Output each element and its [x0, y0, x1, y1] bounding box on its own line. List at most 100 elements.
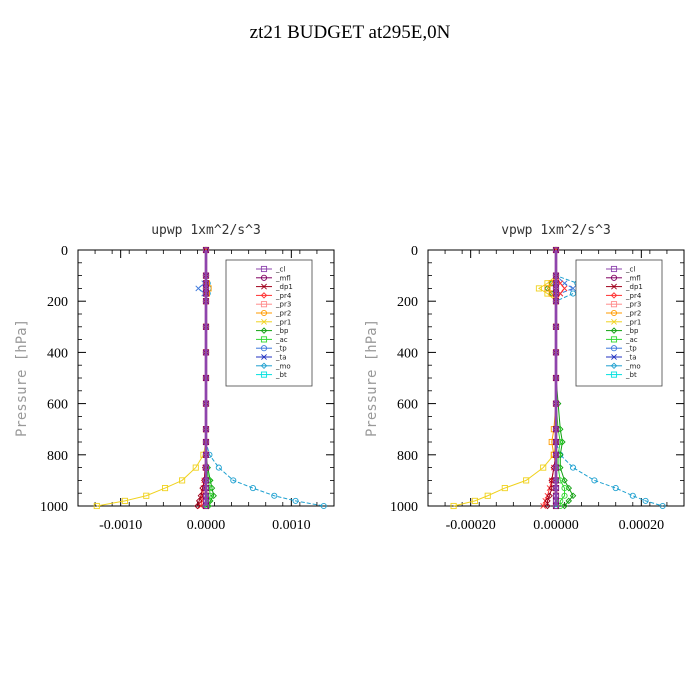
- legend-label: _pr1: [275, 318, 291, 326]
- data-point: [450, 502, 457, 510]
- data-point: [195, 285, 202, 292]
- data-point: [548, 280, 555, 287]
- legend-marker: [610, 362, 618, 370]
- legend-marker: [610, 336, 618, 343]
- legend-label: _ac: [625, 336, 638, 344]
- legend-marker: [610, 292, 618, 299]
- data-point: [544, 502, 551, 510]
- legend-marker: [261, 318, 267, 325]
- legend: _cl_mfl_dp1_pr4_pr3_pr2_pr1_bp_ac_tp_ta_…: [225, 259, 313, 387]
- data-point: [591, 477, 598, 484]
- data-point: [143, 492, 150, 499]
- data-point: [552, 374, 560, 382]
- y-tick-label: 200: [47, 295, 68, 310]
- legend-marker: [260, 301, 268, 308]
- legend-label: _cl: [275, 266, 285, 274]
- data-point: [271, 492, 278, 499]
- legend-label: _tp: [625, 345, 637, 353]
- y-tick-label: 0: [61, 244, 68, 259]
- legend-marker: [610, 301, 618, 308]
- panel-title: vpwp 1xm^2/s^3: [501, 223, 611, 238]
- legend-label: _pr4: [625, 292, 642, 300]
- legend-label: _pr2: [275, 310, 291, 318]
- series-cl: [552, 246, 560, 510]
- data-point: [559, 438, 566, 446]
- data-point: [552, 426, 560, 433]
- data-point: [540, 464, 547, 471]
- legend-marker: [261, 283, 267, 290]
- data-point: [659, 502, 666, 510]
- panel-title: upwp 1xm^2/s^3: [151, 223, 261, 238]
- data-point: [552, 349, 560, 356]
- data-point: [552, 290, 560, 297]
- y-tick-label: 800: [47, 449, 68, 464]
- legend-marker: [260, 309, 268, 317]
- data-point: [484, 492, 491, 499]
- chart-upwp: upwp 1xm^2/s^3 0 200 400 600 800 1000 -0.0010 0.…: [14, 223, 335, 533]
- data-point: [535, 285, 542, 292]
- y-tick-label: 200: [397, 295, 418, 310]
- data-point: [202, 464, 210, 471]
- legend-label: _pr3: [275, 301, 291, 309]
- data-point: [202, 298, 210, 305]
- chart-vpwp: vpwp 1xm^2/s^3 0 200 400 600 800 1000 -0.00020 0…: [364, 223, 685, 533]
- legend: _cl_mfl_dp1_pr4_pr3_pr2_pr1_bp_ac_tp_ta_…: [575, 259, 663, 387]
- legend-box: [575, 259, 663, 387]
- data-point: [210, 492, 217, 499]
- data-point: [230, 477, 237, 484]
- legend-label: _bp: [275, 327, 289, 335]
- legend-marker: [260, 292, 268, 299]
- data-point: [202, 451, 210, 458]
- legend-marker: [610, 345, 618, 352]
- data-point: [93, 502, 100, 510]
- y-axis-label: Pressure [hPa]: [364, 319, 380, 437]
- data-point: [557, 477, 564, 484]
- legend-marker: [611, 354, 617, 360]
- legend-marker: [611, 283, 617, 290]
- legend-label: _tp: [275, 345, 287, 353]
- data-point: [569, 492, 577, 499]
- legend-marker: [260, 274, 268, 281]
- legend-marker: [610, 371, 618, 378]
- data-point: [197, 503, 204, 509]
- data-point: [202, 400, 210, 407]
- legend-label: _mo: [625, 362, 641, 370]
- legend-marker: [260, 265, 268, 273]
- data-point: [552, 485, 560, 492]
- data-point: [179, 477, 186, 484]
- y-tick-label: 400: [47, 346, 68, 361]
- legend-label: _dp1: [275, 283, 293, 291]
- x-tick-label: -0.0010: [99, 518, 142, 533]
- data-point: [197, 492, 205, 499]
- y-tick-label: 1000: [40, 500, 68, 515]
- data-point: [215, 464, 222, 471]
- x-tick-label: 0.00020: [619, 518, 665, 533]
- data-point: [523, 477, 530, 484]
- data-point: [471, 497, 478, 504]
- legend-label: _dp1: [625, 283, 643, 291]
- y-tick-label: 600: [47, 398, 68, 413]
- data-point: [552, 438, 560, 446]
- y-tick-label: 800: [397, 449, 418, 464]
- legend-label: _cl: [625, 266, 635, 274]
- legend-marker: [260, 327, 268, 334]
- data-point: [202, 438, 210, 446]
- y-tick-label: 400: [397, 346, 418, 361]
- data-point: [548, 290, 555, 297]
- data-point: [548, 438, 555, 446]
- legend-marker: [611, 318, 617, 325]
- series-cl: [202, 246, 210, 510]
- data-point: [202, 290, 210, 297]
- data-point: [552, 464, 560, 471]
- legend-label: _bt: [625, 371, 637, 379]
- x-tick-label: -0.00020: [446, 518, 496, 533]
- legend-label: _bt: [275, 371, 287, 379]
- data-point: [546, 492, 553, 499]
- data-point: [121, 497, 128, 504]
- data-point: [552, 477, 560, 484]
- legend-label: _mfl: [625, 274, 641, 282]
- data-point: [202, 246, 210, 254]
- data-point: [202, 502, 210, 510]
- data-point: [192, 464, 199, 471]
- data-point: [570, 464, 577, 471]
